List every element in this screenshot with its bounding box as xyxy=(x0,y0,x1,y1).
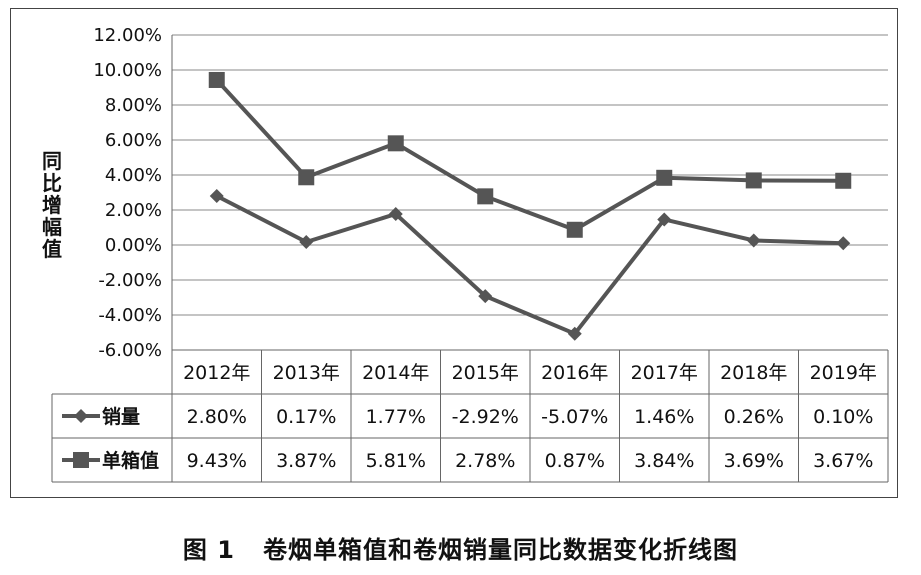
y-tick-label: -4.00% xyxy=(98,305,162,326)
data-table-cell: 2.78% xyxy=(455,450,515,472)
data-table-cell: 1.77% xyxy=(366,406,426,428)
data-point xyxy=(836,236,851,251)
y-tick-label: 10.00% xyxy=(93,60,162,81)
data-table-cell: -5.07% xyxy=(541,406,608,428)
data-point xyxy=(566,221,583,238)
data-table-cell: 0.87% xyxy=(545,450,605,472)
x-tick-label: 2018年 xyxy=(720,362,787,384)
data-table-cell: 3.84% xyxy=(634,450,694,472)
series-box-value xyxy=(208,71,852,238)
data-table-cell: 9.43% xyxy=(187,450,247,472)
figure-caption: 图 1 卷烟单箱值和卷烟销量同比数据变化折线图 xyxy=(0,530,921,565)
data-point xyxy=(835,172,852,189)
y-axis-label-char: 同 xyxy=(42,149,62,173)
y-tick-label: 6.00% xyxy=(105,130,162,151)
x-tick-label: 2017年 xyxy=(631,362,698,384)
x-tick-label: 2012年 xyxy=(183,362,250,384)
legend-marker xyxy=(74,409,88,423)
data-table-cell: 2.80% xyxy=(187,406,247,428)
data-table-cell: -2.92% xyxy=(452,406,519,428)
data-table-cell: 3.87% xyxy=(276,450,336,472)
data-point xyxy=(656,169,673,186)
data-point xyxy=(657,212,672,227)
data-table-cell: 1.46% xyxy=(634,406,694,428)
data-point xyxy=(477,188,494,205)
data-table-cell: 5.81% xyxy=(366,450,426,472)
y-tick-label: 4.00% xyxy=(105,165,162,186)
legend-marker xyxy=(73,452,89,468)
y-tick-label: 0.00% xyxy=(105,235,162,256)
data-point xyxy=(567,326,582,341)
data-point xyxy=(299,235,314,250)
series-line xyxy=(215,78,844,232)
y-tick-label: 2.00% xyxy=(105,200,162,221)
data-point xyxy=(745,172,762,189)
y-axis-label-char: 增 xyxy=(42,193,62,217)
data-table-cell: 3.69% xyxy=(724,450,784,472)
data-point xyxy=(208,71,225,88)
data-point xyxy=(387,135,404,152)
y-tick-label: -2.00% xyxy=(98,270,162,291)
x-tick-label: 2014年 xyxy=(362,362,429,384)
line-chart: 12.00% 10.00% 8.00% 6.00% 4.00% 2.00% 0.00% -2.… xyxy=(42,25,889,483)
data-table-cell: 0.17% xyxy=(276,406,336,428)
data-point xyxy=(478,289,493,304)
x-tick-label: 2013年 xyxy=(273,362,340,384)
chart-frame xyxy=(10,8,898,498)
data-table-cell: 0.26% xyxy=(724,406,784,428)
y-axis-label-char: 幅 xyxy=(42,215,62,239)
y-tick-label: -6.00% xyxy=(98,340,162,361)
y-axis-label-char: 比 xyxy=(42,171,62,195)
x-tick-label: 2019年 xyxy=(810,362,877,384)
data-point xyxy=(298,169,315,186)
series-line xyxy=(215,194,844,337)
y-tick-label: 8.00% xyxy=(105,95,162,116)
legend-label: 单箱值 xyxy=(102,449,159,472)
data-point xyxy=(209,189,224,203)
legend-label: 销量 xyxy=(102,405,140,428)
x-tick-label: 2015年 xyxy=(452,362,519,384)
caption-number: 图 1 xyxy=(182,536,235,564)
data-table-cell: 3.67% xyxy=(813,450,873,472)
data-table-cell: 0.10% xyxy=(813,406,873,428)
data-point xyxy=(388,207,403,222)
y-tick-label: 12.00% xyxy=(93,25,162,46)
caption-text: 卷烟单箱值和卷烟销量同比数据变化折线图 xyxy=(263,536,739,564)
series-sales xyxy=(209,189,851,341)
data-point xyxy=(746,233,761,248)
x-tick-label: 2016年 xyxy=(541,362,608,384)
y-axis-label-char: 值 xyxy=(42,237,62,261)
